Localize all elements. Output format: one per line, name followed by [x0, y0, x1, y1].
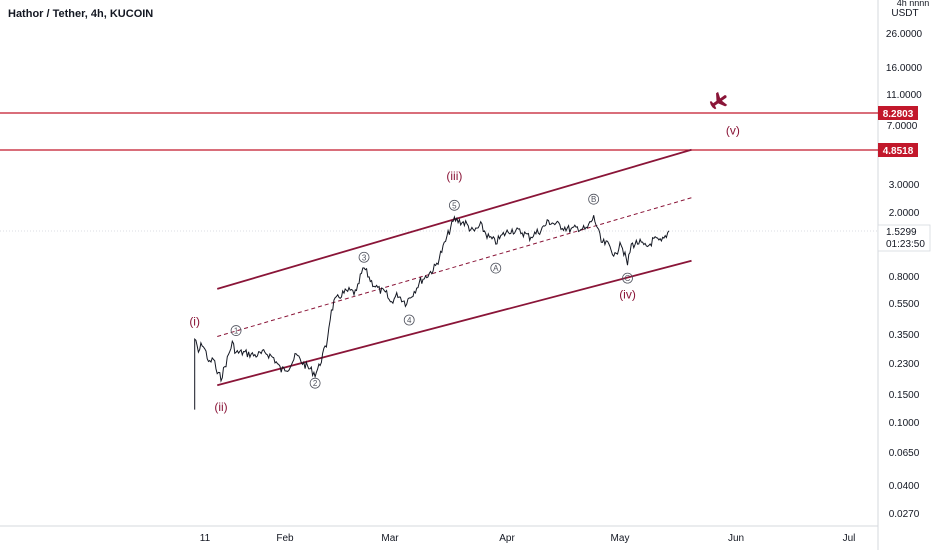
- elliott-wave-labels: (i) (ii) (iii) (iv) (v) 1 2 3 4 5 A B C: [189, 123, 740, 414]
- price-tick: 7.0000: [887, 121, 918, 132]
- price-line: [194, 215, 670, 410]
- price-tick: 0.1500: [889, 390, 920, 401]
- axis-unit-top: 4h nnnn: [897, 0, 930, 8]
- level-label-bg: [878, 143, 918, 157]
- axis-unit-label: USDT: [891, 8, 918, 19]
- wave-marker-label: 2: [313, 379, 318, 388]
- price-ticks: 26.0000 16.0000 11.0000 7.0000 3.0000 2.…: [886, 29, 923, 520]
- time-tick: Feb: [276, 533, 294, 544]
- price-series: [194, 215, 670, 410]
- wave-marker-label: 4: [407, 316, 412, 325]
- wave-marker-circle: [490, 262, 502, 274]
- price-tick: 26.0000: [886, 29, 923, 40]
- wave-marker-circle: [588, 193, 600, 205]
- current-price-label: 1.5299: [886, 227, 917, 238]
- wave-marker-label: C: [625, 274, 631, 283]
- price-tick: 0.5500: [889, 299, 920, 310]
- airplane-icon: [709, 91, 728, 110]
- time-ticks: 11 Feb Mar Apr May Jun Jul: [200, 533, 856, 544]
- price-tick: 11.0000: [886, 90, 922, 101]
- time-tick: 11: [200, 533, 211, 544]
- price-tick: 0.1000: [889, 418, 920, 429]
- wave-label: (iii): [446, 169, 462, 183]
- wave-label: (iv): [619, 287, 636, 301]
- wave-marker-circle: [403, 314, 415, 326]
- countdown-label: 01:23:50: [886, 239, 925, 250]
- wave-marker-label: 3: [362, 253, 367, 262]
- time-tick: May: [611, 533, 630, 544]
- time-tick: Jun: [728, 533, 744, 544]
- wave-marker-circle: [230, 325, 242, 336]
- wave-label: (ii): [214, 400, 227, 414]
- wave-marker-circle: [448, 199, 460, 211]
- channel-lower-line[interactable]: [217, 259, 692, 387]
- level-label-upper: 8.2803: [883, 109, 914, 120]
- price-tick: 16.0000: [886, 63, 923, 74]
- current-price-box: [877, 224, 931, 252]
- price-tick: 0.3500: [889, 330, 920, 341]
- price-tick: 0.0400: [889, 481, 920, 492]
- wave-marker-label: B: [591, 195, 596, 204]
- price-tick: 2.0000: [889, 208, 920, 219]
- wave-marker-label: 5: [452, 201, 457, 210]
- wave-label: (v): [726, 123, 740, 137]
- wave-marker-circle: [622, 272, 633, 284]
- price-tick: 0.8000: [889, 272, 920, 283]
- wave-label: (i): [189, 315, 200, 329]
- time-tick: Jul: [843, 533, 856, 544]
- channel-upper-line[interactable]: [216, 148, 692, 290]
- level-label-bg: [878, 106, 918, 120]
- time-tick: Mar: [381, 533, 399, 544]
- wave-marker-circle: [358, 251, 370, 263]
- price-tick: 3.0000: [889, 180, 920, 191]
- wave-marker-label: A: [493, 264, 499, 273]
- time-tick: Apr: [499, 533, 515, 544]
- price-tick: 0.0270: [889, 509, 920, 520]
- price-tick: 0.0650: [889, 448, 920, 459]
- channel-median-line[interactable]: [217, 197, 692, 337]
- wave-marker-circle: [309, 377, 321, 389]
- chart-title: Hathor / Tether, 4h, KUCOIN: [8, 8, 153, 20]
- price-tick: 0.2300: [889, 359, 920, 370]
- trend-channel[interactable]: [216, 148, 692, 387]
- level-label-lower: 4.8518: [883, 146, 914, 157]
- wave-marker-label: 1: [234, 327, 239, 336]
